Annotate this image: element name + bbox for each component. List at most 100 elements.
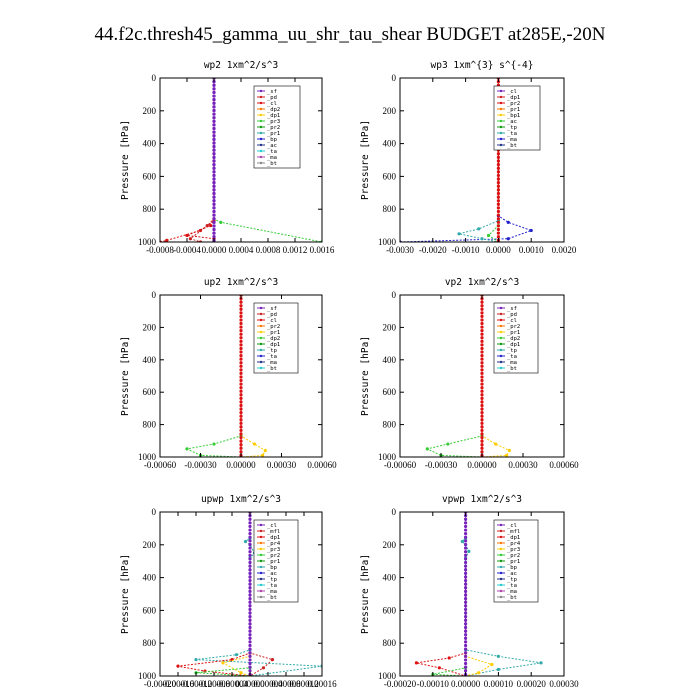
- x-tick-label: 0.0008: [256, 245, 281, 255]
- series-point-cl: [496, 217, 500, 221]
- series-point-sf: [239, 357, 243, 361]
- series-point-sf: [239, 346, 243, 351]
- series-point-sf: [480, 389, 484, 393]
- series-point-pd: [212, 231, 216, 235]
- legend-marker: [499, 113, 503, 117]
- series-point-pd: [212, 134, 216, 138]
- series-point-cl: [248, 622, 252, 626]
- legend-label: _dp1: [267, 342, 280, 348]
- series-point-ta: [506, 237, 510, 241]
- series-point-pd: [212, 123, 216, 127]
- series-point-pd: [212, 184, 216, 188]
- series-point-sf: [239, 439, 243, 443]
- legend-marker: [499, 553, 503, 557]
- series-point-cl: [248, 517, 252, 521]
- x-tick-label: -0.0004: [173, 245, 201, 255]
- series-point-sf: [480, 418, 484, 422]
- series-point-sf: [239, 336, 243, 340]
- series-point-dp2: [205, 224, 209, 228]
- series-point-pd: [212, 144, 216, 149]
- series-point-pr3: [185, 233, 189, 238]
- series-point-pd: [212, 213, 216, 217]
- series-point-ta: [529, 228, 533, 233]
- series-point-cl: [496, 173, 500, 178]
- y-tick-label: 0: [392, 73, 397, 83]
- x-tick-label: 0.0010: [519, 245, 544, 255]
- series-point-sf: [480, 446, 484, 450]
- legend-label: _ma: [507, 360, 517, 366]
- series-point-dp2: [188, 237, 192, 241]
- legend-marker: [259, 125, 263, 129]
- series-point-pd: [212, 98, 216, 102]
- series-point-pd: [212, 159, 216, 163]
- series-point-sf: [239, 350, 243, 354]
- series-point-pr1: [219, 220, 223, 224]
- legend-label: _dp1: [507, 342, 520, 348]
- legend-label: _dp1: [507, 95, 520, 101]
- series-point-cl: [496, 184, 500, 188]
- series-point-sf: [480, 353, 484, 358]
- legend-label: _pr2: [507, 553, 520, 559]
- series-point-cl: [464, 640, 468, 644]
- series-point-cl: [464, 539, 468, 543]
- x-tick-label: 0.00000: [467, 460, 497, 470]
- legend-label: _mfl: [507, 529, 520, 535]
- series-point-cl: [496, 159, 500, 163]
- legend-marker: [499, 101, 503, 105]
- y-tick-label: 400: [383, 573, 397, 583]
- series-point-cl: [464, 633, 468, 637]
- legend-marker: [259, 535, 263, 539]
- y-tick-label: 0: [152, 290, 157, 300]
- x-tick-label: 0.00030: [267, 460, 297, 470]
- legend-label: _ta: [267, 354, 277, 360]
- legend-marker: [499, 89, 503, 93]
- series-point-sf: [239, 378, 243, 383]
- series-point-sf: [480, 382, 484, 386]
- legend-marker: [499, 107, 503, 111]
- series-point-sf: [239, 428, 243, 433]
- legend-label: _ac: [267, 143, 277, 149]
- series-point-tp: [243, 539, 248, 544]
- legend-marker: [499, 529, 503, 533]
- legend-label: _dp1: [507, 535, 520, 541]
- x-tick-label: 0.0020: [552, 245, 577, 255]
- y-tick-label: 800: [383, 204, 397, 214]
- series-point-cl: [496, 152, 500, 156]
- panel-3: up2 1xm^2/s^3 Pressure [hPa] 0 200 400 600 800…: [120, 277, 337, 470]
- legend-marker: [259, 342, 263, 346]
- series-point-cl: [464, 611, 468, 615]
- legend-marker: [499, 559, 503, 563]
- series-point-tp: [539, 661, 543, 665]
- y-axis-label: Pressure [hPa]: [120, 336, 131, 416]
- legend-marker: [499, 577, 503, 581]
- y-axis-label: Pressure [hPa]: [360, 554, 371, 634]
- series-point-pd: [212, 188, 216, 192]
- series-point-sf: [239, 418, 243, 422]
- x-tick-label: 0.00008: [271, 679, 301, 689]
- series-point-cl: [464, 593, 468, 597]
- series-point-cl: [496, 213, 500, 217]
- series-point-cl: [248, 589, 252, 593]
- series-point-sf: [239, 443, 243, 447]
- series-point-sf: [239, 414, 243, 418]
- legend-marker: [259, 565, 263, 569]
- series-point-sf: [480, 443, 484, 447]
- series-point-cl: [464, 629, 468, 633]
- series-point-sf: [239, 446, 243, 450]
- series-line-ta: [400, 78, 533, 242]
- legend-label: _ma: [507, 589, 517, 595]
- y-tick-label: 0: [392, 290, 397, 300]
- y-tick-label: 0: [152, 73, 157, 83]
- series-point-sf: [239, 389, 243, 393]
- legend-label: _tp: [507, 577, 517, 583]
- series-point-pr1: [239, 671, 243, 675]
- series-point-sf: [480, 307, 484, 311]
- y-tick-label: 1000: [138, 237, 157, 247]
- legend-marker: [499, 125, 503, 129]
- legend-label: _cl: [267, 523, 277, 529]
- panel-title: up2 1xm^2/s^3: [204, 277, 278, 288]
- legend-label: _pr3: [507, 547, 520, 553]
- series-point-pd: [212, 126, 216, 131]
- series-point-pr1: [261, 453, 265, 457]
